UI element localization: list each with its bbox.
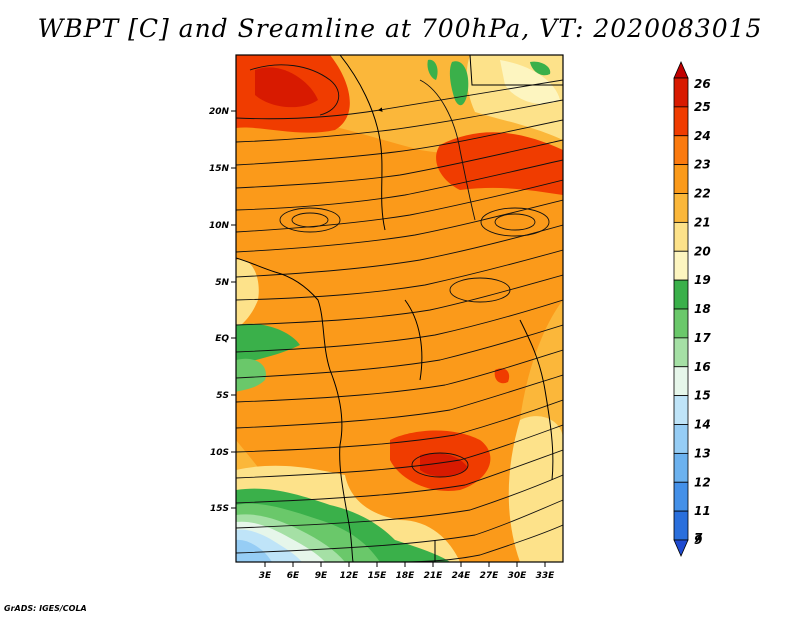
lon-label-12e: 12E	[340, 571, 360, 581]
lat-label-10n: 10N	[209, 221, 230, 231]
colorbar-swatch	[673, 481, 689, 512]
map-title: WBPT [C] and Sreamline at 700hPa, VT: 20…	[37, 14, 763, 43]
colorbar: 26 25 24 23 22 21 20 19 18 17 16 15 14 13 12 11 97	[673, 61, 711, 557]
coastlines	[236, 55, 563, 562]
colorbar-label: 9	[694, 533, 702, 547]
colorbar-swatch	[673, 337, 689, 368]
colorbar-label: 22	[694, 187, 711, 201]
colorbar-label: 24	[694, 129, 711, 143]
colorbar-label: 18	[694, 302, 711, 316]
colorbar-label: 7	[694, 531, 703, 545]
lon-label-30e: 30E	[508, 571, 528, 581]
colorbar-label: 14	[694, 418, 711, 432]
colorbar-top-triangle	[673, 61, 689, 79]
lon-label-15e: 15E	[368, 571, 388, 581]
lon-label-27e: 27E	[480, 571, 500, 581]
lon-label-24e: 24E	[452, 571, 472, 581]
colorbar-label: 16	[694, 360, 711, 374]
colorbar-swatch	[673, 395, 689, 425]
colorbar-label: 12	[694, 475, 711, 489]
colorbar-label: 15	[694, 389, 711, 403]
grads-credit: GrADS: IGES/COLA	[4, 604, 87, 613]
colorbar-label: 21	[694, 215, 711, 229]
streamlines	[236, 64, 563, 562]
lon-label-6e: 6E	[287, 571, 300, 581]
lat-label-20n: 20N	[209, 107, 230, 117]
colorbar-swatch	[673, 424, 689, 454]
colorbar-label: 20	[694, 244, 711, 258]
latitude-axis: 20N 15N 10N 5N EQ 5S 10S 15S	[209, 107, 236, 514]
wbpt-field	[236, 55, 563, 562]
colorbar-swatch	[673, 452, 689, 483]
colorbar-label: 25	[694, 100, 711, 114]
lat-label-10s: 10S	[210, 448, 229, 458]
lon-label-18e: 18E	[396, 571, 416, 581]
colorbar-swatch	[673, 250, 689, 281]
colorbar-bottom-triangle	[673, 539, 689, 557]
colorbar-swatch	[673, 279, 689, 310]
colorbar-swatch	[673, 510, 689, 541]
colorbar-swatch	[673, 308, 689, 339]
lat-label-5n: 5N	[215, 278, 229, 288]
colorbar-swatch	[673, 106, 689, 137]
colorbar-label: 13	[694, 446, 711, 460]
lat-label-5s: 5S	[216, 391, 229, 401]
colorbar-label: 11	[694, 504, 711, 518]
colorbar-swatch	[673, 193, 689, 223]
lat-label-15n: 15N	[209, 164, 230, 174]
colorbar-swatch	[673, 164, 689, 194]
colorbar-swatch	[673, 366, 689, 397]
colorbar-swatch	[673, 77, 689, 108]
colorbar-label: 17	[694, 331, 711, 345]
lon-label-3e: 3E	[259, 571, 272, 581]
colorbar-label: 23	[694, 158, 711, 172]
lon-label-33e: 33E	[536, 571, 556, 581]
colorbar-swatch	[673, 221, 689, 252]
lat-label-15s: 15S	[210, 504, 229, 514]
colorbar-swatch	[673, 135, 689, 166]
colorbar-label: 26	[694, 77, 711, 91]
lat-label-eq: EQ	[215, 334, 229, 344]
lon-label-9e: 9E	[315, 571, 328, 581]
map-frame	[235, 54, 564, 563]
colorbar-label: 19	[694, 273, 711, 287]
lon-label-21e: 21E	[424, 571, 444, 581]
longitude-axis: 3E 6E 9E 12E 15E 18E 21E 24E 27E 30E 33E	[259, 562, 555, 581]
